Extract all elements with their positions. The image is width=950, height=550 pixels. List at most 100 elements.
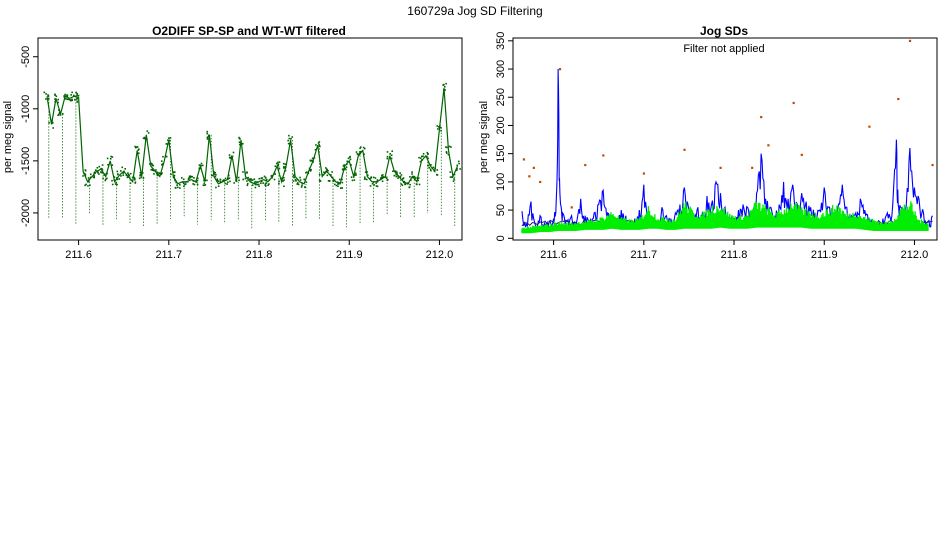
o2diff-point [251, 184, 254, 187]
o2diff-point [436, 169, 439, 171]
o2diff-point [64, 93, 66, 96]
o2diff-point [396, 171, 398, 173]
o2diff-point [301, 184, 303, 187]
o2diff-point [363, 147, 366, 150]
o2diff-point [293, 176, 295, 179]
x-tick-label: 211.9 [811, 249, 838, 261]
o2diff-point [74, 98, 76, 101]
o2diff-point [173, 171, 176, 173]
filter-status-annotation: Filter not applied [683, 43, 764, 55]
o2diff-point [401, 178, 404, 180]
o2diff-point [305, 171, 307, 174]
o2diff-point [437, 128, 439, 130]
o2diff-point [369, 185, 372, 187]
o2diff-point [206, 132, 208, 135]
o2diff-point [299, 179, 302, 181]
o2diff-point [432, 166, 435, 169]
outlier-point [602, 154, 605, 157]
o2diff-point [84, 184, 86, 187]
o2diff-point [395, 175, 398, 178]
o2diff-point [156, 171, 159, 174]
o2diff-point [211, 174, 213, 177]
o2diff-point [246, 182, 249, 185]
o2diff-point [399, 172, 401, 174]
o2diff-point [122, 174, 125, 176]
o2diff-point [127, 173, 130, 176]
o2diff-point [337, 185, 339, 187]
o2diff-point [120, 170, 122, 172]
o2diff-point [135, 146, 137, 149]
o2diff-point [443, 86, 446, 88]
o2diff-point [76, 94, 78, 96]
o2diff-point [190, 176, 192, 178]
o2diff-point [120, 175, 122, 177]
o2diff-point [89, 173, 92, 176]
o2diff-point [301, 182, 304, 185]
o2diff-point [181, 177, 183, 179]
o2diff-point [204, 184, 207, 186]
o2diff-point [129, 172, 132, 175]
outlier-point [751, 166, 754, 169]
o2diff-point [401, 184, 404, 187]
o2diff-point [297, 183, 300, 186]
o2diff-point [45, 93, 47, 95]
o2diff-point [167, 139, 169, 142]
o2diff-point [281, 177, 283, 180]
o2diff-point [105, 178, 107, 181]
series-jog-sd [521, 68, 933, 231]
o2diff-point [66, 94, 69, 97]
o2diff-point [411, 171, 413, 173]
o2diff-point [310, 160, 313, 162]
o2diff-point [323, 171, 325, 174]
outlier-point [532, 166, 535, 169]
outlier-point [908, 39, 912, 43]
o2diff-point [430, 169, 432, 172]
o2diff-point [63, 95, 65, 97]
o2diff-point [76, 92, 78, 95]
o2diff-point [318, 143, 320, 146]
y-tick-label: -1000 [20, 95, 32, 123]
o2diff-point [206, 138, 209, 140]
o2diff-point [359, 150, 361, 153]
o2diff-point [359, 147, 361, 150]
o2diff-point [284, 169, 287, 172]
o2diff-point [142, 177, 145, 179]
o2diff-point [291, 136, 294, 138]
o2diff-point [402, 177, 405, 179]
o2diff-point [305, 181, 308, 183]
right-plot-area [521, 39, 934, 234]
x-tick-label: 211.7 [155, 249, 182, 261]
series-filtered-SD [521, 201, 929, 234]
o2diff-point [430, 164, 432, 166]
o2diff-point [57, 98, 60, 101]
o2diff-point [418, 183, 421, 186]
o2diff-point [153, 173, 155, 175]
o2diff-point [242, 171, 244, 173]
o2diff-point [440, 127, 442, 129]
o2diff-point [314, 148, 317, 151]
o2diff-point [169, 137, 172, 139]
series-outliers [522, 39, 934, 209]
o2diff-point [183, 185, 185, 188]
o2diff-point [101, 164, 104, 166]
o2diff-point [182, 181, 184, 184]
o2diff-point [141, 172, 144, 174]
o2diff-point [251, 179, 254, 181]
o2diff-point [71, 98, 73, 101]
o2diff-point [200, 164, 202, 167]
o2diff-point [311, 157, 314, 160]
o2diff-point [116, 170, 119, 173]
o2diff-point [422, 153, 425, 155]
o2diff-point [239, 143, 241, 146]
o2diff-point [206, 130, 209, 133]
o2diff-point [375, 182, 377, 184]
right-plot-frame [512, 37, 938, 241]
o2diff-point [54, 93, 56, 96]
o2diff-point [278, 161, 281, 163]
o2diff-point [93, 172, 96, 174]
o2diff-point [110, 155, 112, 158]
o2diff-point [341, 187, 344, 189]
o2diff-trace [46, 87, 459, 185]
right-panel-jog-sds: Jog SDs Filter not applied per meg signa… [478, 24, 938, 261]
o2diff-point [156, 174, 159, 177]
